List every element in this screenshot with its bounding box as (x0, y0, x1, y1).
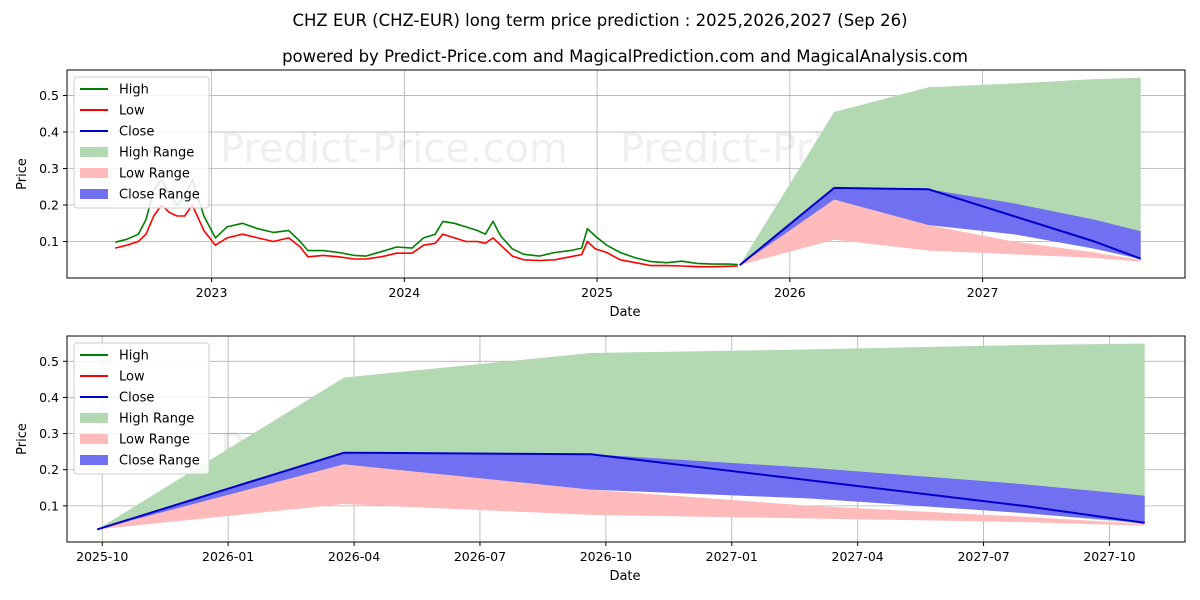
low-line (115, 204, 738, 268)
x-tick-label: 2023 (196, 285, 228, 300)
y-tick-label: 0.3 (39, 426, 59, 441)
close-range-area (97, 452, 1145, 530)
x-tick-label: 2026 (774, 285, 806, 300)
watermark-text: Predict-Price.com (220, 126, 568, 172)
x-tick-label: 2027-10 (1083, 549, 1135, 564)
legend-label: Close (119, 391, 154, 406)
legend-label: Low Range (119, 167, 190, 182)
x-axis-label: Date (609, 305, 640, 320)
x-tick-label: 2027-01 (706, 549, 758, 564)
x-tick-label: 2026-04 (328, 549, 380, 564)
legend-label: High (119, 349, 149, 364)
legend-label: High (119, 83, 149, 98)
legend-swatch (80, 147, 108, 157)
legend-label: Low Range (119, 433, 190, 448)
x-axis-label: Date (609, 569, 640, 584)
low-range-area (739, 199, 1141, 266)
x-tick-label: 2025 (581, 285, 613, 300)
legend-swatch (80, 168, 108, 178)
close-line (96, 451, 1145, 531)
chart-subtitle: powered by Predict-Price.com and Magical… (282, 47, 968, 66)
x-tick-label: 2027 (967, 285, 999, 300)
legend-swatch (80, 413, 108, 423)
x-tick-label: 2025-10 (76, 549, 128, 564)
top-panel: Predict-Price.com Predict-Price.com Predic… (15, 69, 1186, 321)
y-tick-label: 0.5 (39, 88, 59, 103)
legend-swatch (80, 455, 108, 465)
y-tick-label: 0.2 (39, 198, 59, 213)
x-tick-label: 2026-10 (580, 549, 632, 564)
y-axis-label: Price (15, 158, 30, 190)
axes-frame (66, 335, 1186, 543)
legend-swatch (80, 189, 108, 199)
legend-label: Close Range (119, 454, 200, 469)
x-tick-label: 2026-01 (202, 549, 254, 564)
legend-label: Low (119, 370, 145, 385)
close-line (739, 186, 1142, 266)
x-tick-label: 2027-04 (832, 549, 884, 564)
y-tick-label: 0.3 (39, 161, 59, 176)
legend-label: High Range (119, 146, 194, 161)
y-tick-label: 0.1 (39, 234, 59, 249)
x-tick-label: 2026-07 (454, 549, 506, 564)
y-tick-label: 0.2 (39, 462, 59, 477)
x-tick-label: 2027-07 (957, 549, 1009, 564)
x-tick-label: 2024 (388, 285, 420, 300)
y-tick-label: 0.5 (39, 354, 59, 369)
legend-swatch (80, 434, 108, 444)
axes-frame (66, 69, 1186, 279)
legend-label: High Range (119, 412, 194, 427)
y-tick-label: 0.4 (39, 390, 59, 405)
legend-label: Close Range (119, 188, 200, 203)
legend-label: Low (119, 104, 145, 119)
close-range-area (739, 187, 1141, 266)
plot-area: Predict-Price.com Predict-Price.com Predic… (115, 77, 1142, 321)
y-tick-label: 0.4 (39, 125, 59, 140)
legend-label: Close (119, 125, 154, 140)
watermark-text: Predict-Price.com (620, 275, 968, 321)
y-tick-label: 0.1 (39, 498, 59, 513)
y-axis-label: Price (15, 423, 30, 455)
low-range-area (97, 464, 1145, 530)
chart-title: CHZ EUR (CHZ-EUR) long term price predic… (292, 11, 907, 30)
watermark-text: Predict-Price.com (220, 275, 568, 321)
